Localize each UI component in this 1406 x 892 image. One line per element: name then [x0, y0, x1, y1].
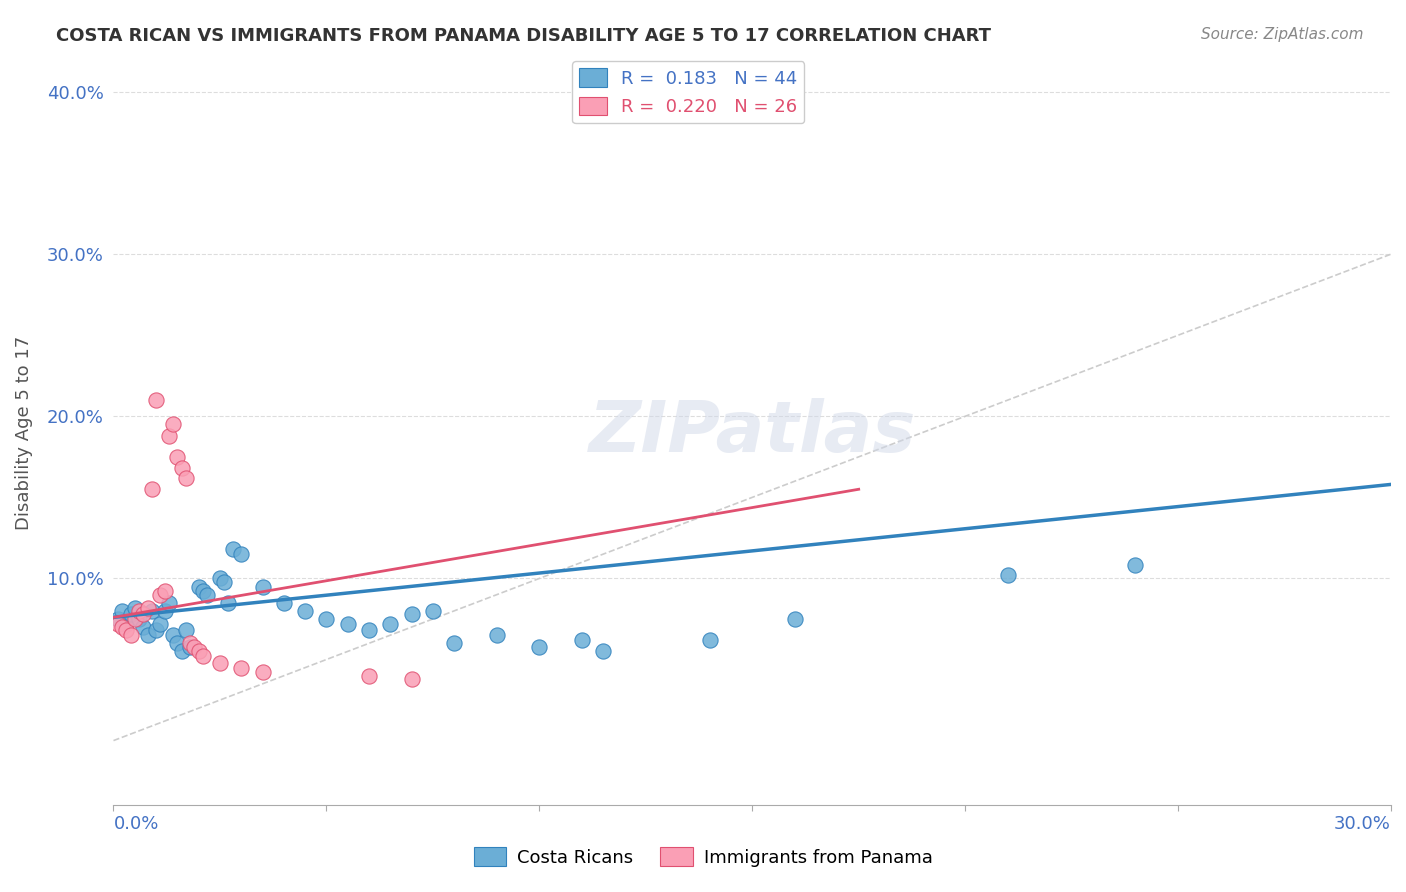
Point — [195, 588, 218, 602]
Point — [170, 461, 193, 475]
Point — [132, 620, 155, 634]
Point — [997, 568, 1019, 582]
Point — [273, 596, 295, 610]
Point — [315, 612, 337, 626]
Point — [529, 640, 551, 654]
Point — [128, 612, 150, 626]
Point — [191, 649, 214, 664]
Point — [401, 607, 423, 621]
Point — [380, 616, 402, 631]
Point — [485, 628, 508, 642]
Point — [141, 483, 163, 497]
Point — [179, 640, 201, 654]
Point — [162, 417, 184, 432]
Legend: R =  0.183   N = 44, R =  0.220   N = 26: R = 0.183 N = 44, R = 0.220 N = 26 — [572, 62, 804, 123]
Point — [401, 672, 423, 686]
Point — [115, 616, 138, 631]
Point — [571, 633, 593, 648]
Point — [153, 584, 176, 599]
Point — [157, 429, 180, 443]
Point — [157, 596, 180, 610]
Text: COSTA RICAN VS IMMIGRANTS FROM PANAMA DISABILITY AGE 5 TO 17 CORRELATION CHART: COSTA RICAN VS IMMIGRANTS FROM PANAMA DI… — [56, 27, 991, 45]
Point — [162, 628, 184, 642]
Y-axis label: Disability Age 5 to 17: Disability Age 5 to 17 — [15, 335, 32, 530]
Point — [166, 450, 188, 464]
Point — [252, 665, 274, 680]
Point — [357, 624, 380, 638]
Point — [120, 628, 142, 642]
Point — [145, 624, 167, 638]
Legend: Costa Ricans, Immigrants from Panama: Costa Ricans, Immigrants from Panama — [467, 840, 939, 874]
Point — [149, 616, 172, 631]
Point — [124, 612, 146, 626]
Point — [120, 607, 142, 621]
Point — [252, 580, 274, 594]
Point — [166, 636, 188, 650]
Point — [107, 616, 129, 631]
Point — [208, 571, 231, 585]
Text: 0.0%: 0.0% — [114, 815, 159, 833]
Text: ZIPatlas: ZIPatlas — [589, 398, 915, 467]
Point — [149, 588, 172, 602]
Point — [699, 633, 721, 648]
Point — [231, 660, 253, 674]
Point — [208, 656, 231, 670]
Point — [145, 393, 167, 408]
Point — [294, 604, 316, 618]
Point — [212, 574, 235, 589]
Point — [1125, 558, 1147, 573]
Point — [336, 616, 359, 631]
Text: 30.0%: 30.0% — [1334, 815, 1391, 833]
Point — [217, 596, 239, 610]
Point — [115, 624, 138, 638]
Point — [222, 542, 245, 557]
Point — [187, 644, 209, 658]
Point — [136, 600, 159, 615]
Point — [132, 607, 155, 621]
Point — [443, 636, 465, 650]
Point — [174, 624, 197, 638]
Point — [422, 604, 444, 618]
Point — [153, 604, 176, 618]
Point — [357, 669, 380, 683]
Point — [183, 640, 205, 654]
Point — [124, 600, 146, 615]
Point — [111, 604, 134, 618]
Text: Source: ZipAtlas.com: Source: ZipAtlas.com — [1201, 27, 1364, 42]
Point — [136, 628, 159, 642]
Point — [107, 612, 129, 626]
Point — [128, 604, 150, 618]
Point — [111, 620, 134, 634]
Point — [174, 471, 197, 485]
Point — [179, 636, 201, 650]
Point — [170, 644, 193, 658]
Point — [191, 584, 214, 599]
Point — [783, 612, 806, 626]
Point — [231, 547, 253, 561]
Point — [141, 604, 163, 618]
Point — [187, 580, 209, 594]
Point — [592, 644, 614, 658]
